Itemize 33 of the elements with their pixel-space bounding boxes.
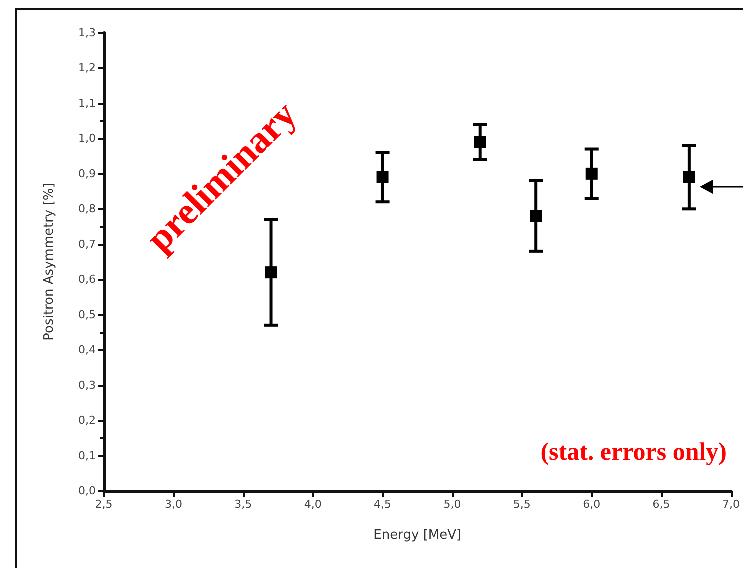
y-tick-label: 0,7 (78, 238, 96, 251)
point (586, 168, 598, 180)
point (376, 171, 389, 184)
y-tick-label: 0,4 (78, 344, 96, 357)
x-tick-label: 4,5 (374, 498, 392, 511)
point (683, 171, 696, 184)
x-tick-label: 3,0 (164, 498, 182, 511)
y-tick-label: 0,5 (78, 308, 96, 322)
annotation: (stat. errors only) (540, 439, 728, 466)
y-tick-label: 0,3 (78, 378, 96, 392)
point (265, 266, 278, 279)
y-tick-label: 1,3 (78, 26, 96, 40)
x-tick-label: 2,5 (95, 498, 113, 511)
point (474, 136, 486, 148)
x-tick-label: 5,0 (444, 498, 462, 511)
y-tick-label: 1,1 (78, 96, 96, 110)
y-tick-label: 0,9 (78, 167, 96, 180)
y-tick-label: 1,2 (78, 62, 96, 75)
x-tick-label: 3,5 (234, 498, 252, 511)
x-tick-label: 6,0 (583, 498, 601, 511)
x-tick-label: 5,5 (513, 498, 531, 511)
x-axis-title: Energy [MeV] (374, 528, 462, 543)
x-tick-label: 4,0 (304, 498, 322, 511)
y-tick-label: 1,0 (78, 132, 96, 146)
point (530, 210, 542, 222)
y-axis-title: Positron Asymmetry [%] (42, 183, 57, 341)
y-tick-label: 0,2 (78, 414, 96, 428)
x-tick-label: 6,5 (652, 498, 670, 511)
y-tick-label: 0,8 (78, 202, 96, 216)
y-tick-label: 0,1 (78, 449, 96, 462)
y-tick-label: 0,0 (78, 484, 96, 498)
y-tick-label: 0,6 (78, 273, 96, 286)
x-tick-label: 7,0 (722, 498, 740, 511)
